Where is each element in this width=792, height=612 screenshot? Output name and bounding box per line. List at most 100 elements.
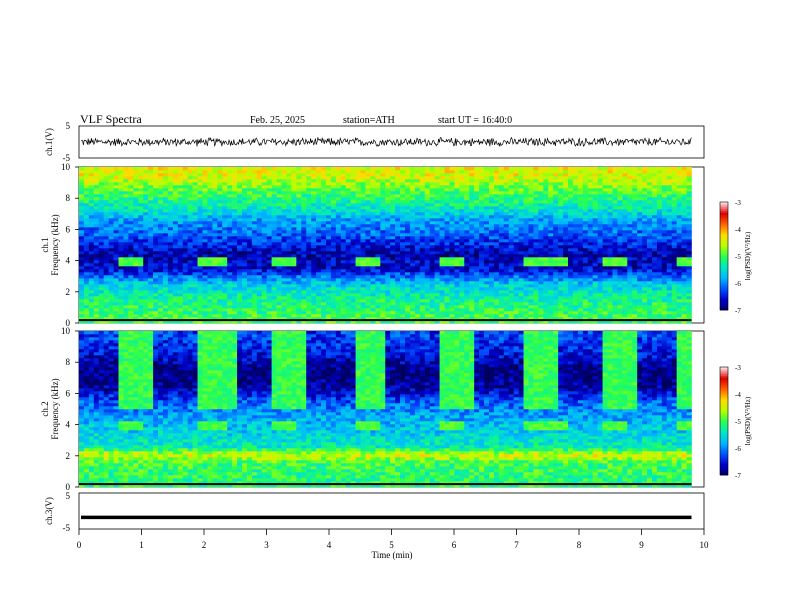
spec1-cell [528, 254, 534, 258]
spec1-cell [296, 290, 302, 294]
spec1-cell [79, 242, 85, 246]
spec1-cell [365, 314, 371, 318]
spec1-cell [380, 215, 386, 219]
spec1-cell [449, 224, 455, 228]
spec1-cell [311, 179, 317, 183]
spec1-cell [182, 287, 188, 291]
spec1-cell [479, 194, 485, 198]
spec1-cell [123, 293, 129, 297]
spec1-cell [246, 278, 253, 282]
spec1-cell [316, 311, 322, 315]
spec1-cell [414, 239, 421, 243]
spec1-cell [128, 305, 134, 309]
spec1-cell [424, 191, 431, 195]
spec1-cell [256, 170, 263, 174]
spec1-cell [123, 224, 129, 228]
spec1-cell [88, 269, 95, 273]
spec1-cell [424, 314, 431, 318]
spec1-cell [306, 227, 312, 231]
spec1-cell [251, 299, 258, 303]
spec1-cell [464, 314, 470, 318]
spec1-cell [479, 317, 485, 321]
spec1-cell [360, 179, 366, 183]
spec1-cell [400, 203, 406, 207]
spec1-cell [345, 260, 351, 264]
spec1-cell [419, 167, 426, 171]
spec1-cell [177, 257, 184, 261]
spec1-cell [306, 266, 312, 270]
spec1-cell [177, 233, 184, 237]
spec1-cell [286, 299, 292, 303]
spec1-cell [444, 254, 450, 258]
spec1-cell [498, 224, 505, 228]
spec1-cell [237, 302, 243, 306]
spec1-cell [311, 263, 317, 267]
spec1-cell [380, 311, 386, 315]
spec1-cell [113, 221, 119, 225]
spec1-cell [488, 248, 495, 252]
spec1-cell [172, 182, 179, 186]
spec1-cell [479, 311, 485, 315]
spec1-cell [375, 311, 381, 315]
spec1-cell [143, 203, 149, 207]
spec1-cell [197, 305, 203, 309]
spec1-cell [212, 230, 218, 234]
spec1-cell [246, 287, 253, 291]
spec1-cell [414, 281, 421, 285]
spec1-cell [484, 278, 490, 282]
spec1-cell [321, 257, 327, 261]
spec1-cell [113, 209, 119, 213]
spec1-cell [513, 290, 519, 294]
spec1-cell [281, 293, 287, 297]
spec1-cell [439, 239, 445, 243]
spec1-cell [528, 179, 534, 183]
spec1-cell [439, 314, 445, 318]
spec1-cell [306, 317, 312, 321]
spec1-cell [439, 233, 445, 237]
spec1-cell [98, 320, 104, 324]
spec1-cell [192, 170, 198, 174]
spec1-cell [212, 311, 218, 315]
spec1-cell [232, 236, 238, 240]
spec1-cell [508, 263, 514, 267]
spec1-cell [182, 227, 188, 231]
spec1-cell [242, 287, 248, 291]
spec1-cell [212, 290, 218, 294]
spec1-cell [202, 281, 208, 285]
spec1-cell [414, 257, 421, 261]
spec1-cell [187, 263, 193, 267]
spec1-cell [533, 182, 539, 186]
spec1-cell [414, 311, 421, 315]
spec1-cell [345, 215, 351, 219]
spec1-cell [513, 227, 519, 231]
spec1-cell [296, 221, 302, 225]
spec1-cell [528, 221, 534, 225]
spec1-cell [350, 179, 356, 183]
spec1-cell [138, 275, 144, 279]
spec1-cell [355, 206, 361, 210]
spec1-cell [138, 197, 144, 201]
spec1-cell [103, 212, 109, 216]
spec1-cell [523, 314, 529, 318]
spec1-cell [246, 263, 253, 267]
spec1-cell [138, 281, 144, 285]
spec1-cell [207, 275, 213, 279]
spec1-cell [187, 296, 193, 300]
spec1-cell [350, 197, 356, 201]
spec1-cell [237, 239, 243, 243]
spec1-cell [88, 302, 95, 306]
spec1-cell [153, 293, 159, 297]
spec1-cell [93, 284, 100, 288]
spec1-cell [158, 269, 164, 273]
spec1-cell [276, 197, 282, 201]
spec1-cell [360, 188, 366, 192]
spec1-cell [330, 257, 337, 261]
spec1-cell [424, 266, 431, 270]
spec1-cell [523, 242, 529, 246]
spec1-cell [355, 293, 361, 297]
spec1-cell [414, 314, 421, 318]
spec1-cell [469, 200, 475, 204]
spec1-cell [187, 167, 193, 171]
spec1-cell [469, 281, 475, 285]
spec1-cell [212, 209, 218, 213]
